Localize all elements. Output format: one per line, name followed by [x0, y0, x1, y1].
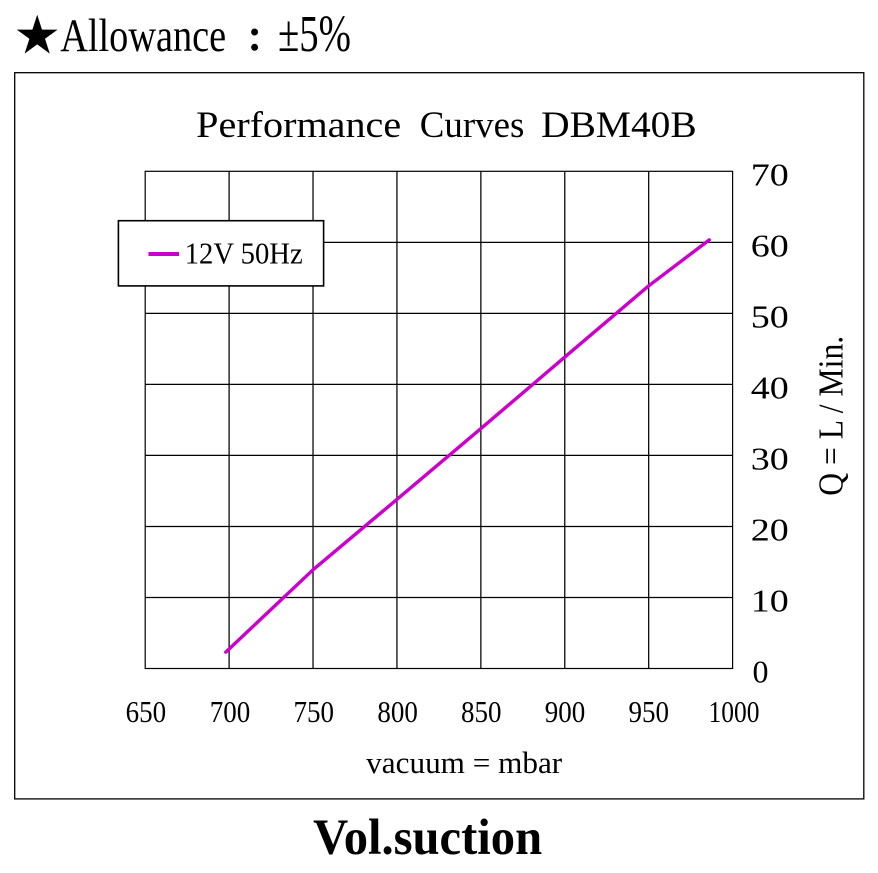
svg-text:Vol.suction: Vol.suction [313, 809, 542, 865]
svg-text:0: 0 [753, 654, 769, 690]
svg-text:900: 900 [545, 695, 586, 729]
svg-text:Curves: Curves [420, 104, 525, 145]
svg-text:60: 60 [751, 227, 789, 263]
svg-text:Allowance: Allowance [60, 11, 226, 62]
svg-text:750: 750 [293, 695, 334, 729]
svg-text:10: 10 [751, 583, 789, 619]
svg-text:650: 650 [126, 695, 167, 729]
svg-text:850: 850 [461, 695, 502, 729]
svg-text:±5%: ±5% [278, 6, 351, 63]
svg-text:50: 50 [751, 298, 789, 334]
svg-text:950: 950 [628, 695, 669, 729]
svg-text:Q = L / Min.: Q = L / Min. [812, 336, 850, 496]
svg-text:DBM40B: DBM40B [541, 104, 697, 145]
svg-text:vacuum = mbar: vacuum = mbar [366, 745, 563, 780]
svg-text:70: 70 [751, 156, 789, 192]
svg-text:Performance: Performance [196, 104, 401, 145]
svg-text:20: 20 [751, 511, 789, 547]
svg-text:30: 30 [751, 440, 789, 476]
svg-text:700: 700 [210, 695, 251, 729]
svg-text:800: 800 [377, 695, 418, 729]
svg-text:1000: 1000 [709, 695, 760, 729]
svg-text:12V 50Hz: 12V 50Hz [185, 236, 303, 271]
svg-text:40: 40 [751, 369, 789, 405]
